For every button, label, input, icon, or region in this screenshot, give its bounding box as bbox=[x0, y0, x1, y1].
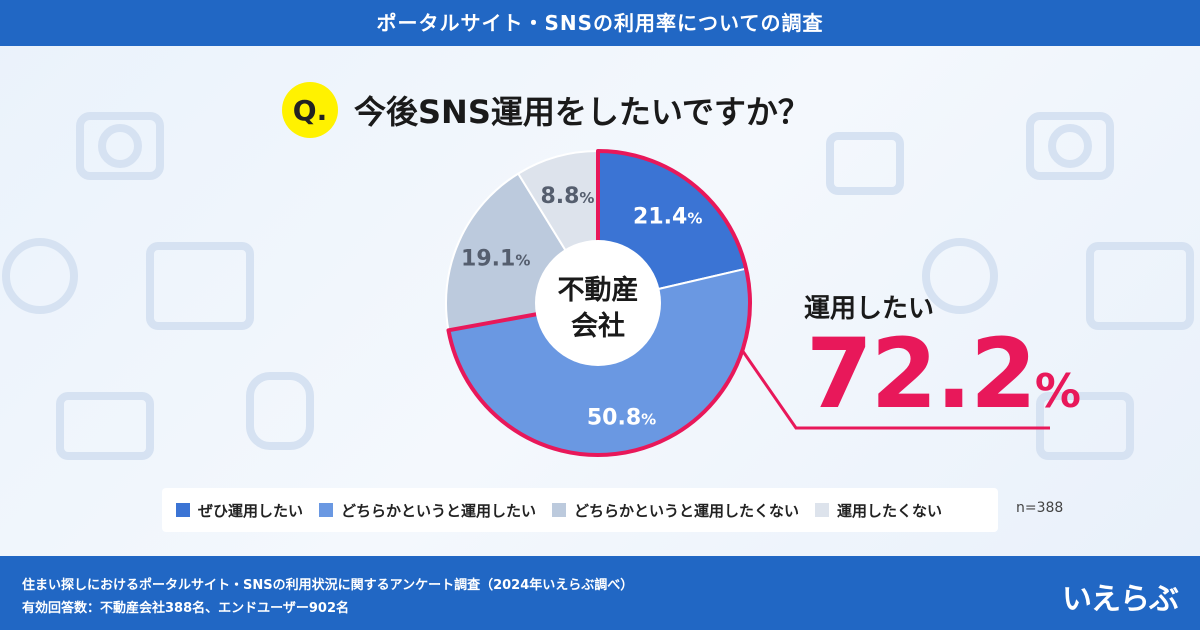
card-icon bbox=[56, 392, 154, 460]
callout-unit: % bbox=[1034, 364, 1081, 418]
highlight-leader-line bbox=[740, 349, 1050, 430]
slice-label-2: 50.8% bbox=[587, 406, 656, 431]
card-icon-right bbox=[1036, 392, 1134, 460]
question: Q. 今後SNS運用をしたいですか？ bbox=[282, 82, 810, 138]
footer-source: 住まい探しにおけるポータルサイト・SNSの利用状況に関するアンケート調査（202… bbox=[22, 578, 634, 593]
legend-item-3: どちらかというと運用したくない bbox=[552, 500, 799, 521]
legend-item-4: 運用したくない bbox=[815, 500, 942, 521]
camera-icon bbox=[76, 112, 164, 180]
footer-responses: 有効回答数：不動産会社388名、エンドユーザー902名 bbox=[22, 601, 350, 616]
legend-swatch bbox=[815, 503, 830, 517]
highlight-outline bbox=[446, 149, 752, 457]
callout-label: 運用したい bbox=[804, 294, 935, 324]
slice-label-3: 19.1% bbox=[461, 246, 530, 271]
question-text: 今後SNS運用をしたいですか？ bbox=[354, 93, 810, 131]
slice-label-1: 21.4% bbox=[633, 204, 702, 229]
header-title: ポータルサイト・SNSの利用率についての調査 bbox=[376, 11, 824, 35]
footer: 住まい探しにおけるポータルサイト・SNSの利用状況に関するアンケート調査（202… bbox=[0, 556, 1200, 630]
legend-label: ぜひ運用したい bbox=[198, 501, 304, 520]
brand-logo: いえらぶ bbox=[1062, 582, 1179, 617]
legend-label: どちらかというと運用したい bbox=[341, 501, 537, 520]
monitor-icon bbox=[826, 132, 904, 195]
legend-label: どちらかというと運用したくない bbox=[574, 501, 800, 520]
browser-icon-right bbox=[1086, 242, 1194, 330]
question-badge: Q. bbox=[282, 82, 338, 138]
globe-icon-right bbox=[922, 238, 998, 314]
callout-value: 72.2% bbox=[806, 324, 1081, 441]
legend-label: 運用したくない bbox=[837, 501, 943, 520]
camera-icon-right bbox=[1026, 112, 1114, 180]
chart-legend: ぜひ運用したい どちらかというと運用したい どちらかというと運用したくない 運用したく… bbox=[162, 488, 998, 532]
browser-icon bbox=[146, 242, 254, 330]
slice-label-4: 8.8% bbox=[540, 184, 594, 209]
legend-swatch bbox=[176, 503, 190, 517]
donut-hole bbox=[535, 240, 661, 366]
center-label-line2: 会社 bbox=[571, 310, 625, 342]
sample-size: n=388 bbox=[1016, 500, 1064, 516]
background-icons bbox=[2, 112, 1194, 460]
center-label-line1: 不動産 bbox=[558, 274, 639, 306]
database-icon bbox=[246, 372, 314, 450]
header-bar: ポータルサイト・SNSの利用率についての調査 bbox=[0, 0, 1200, 46]
legend-swatch bbox=[319, 503, 334, 517]
globe-icon bbox=[2, 238, 78, 314]
callout-number: 72.2 bbox=[806, 318, 1037, 430]
legend-swatch bbox=[552, 503, 567, 517]
legend-item-2: どちらかというと運用したい bbox=[319, 500, 536, 521]
legend-item-1: ぜひ運用したい bbox=[176, 500, 303, 521]
